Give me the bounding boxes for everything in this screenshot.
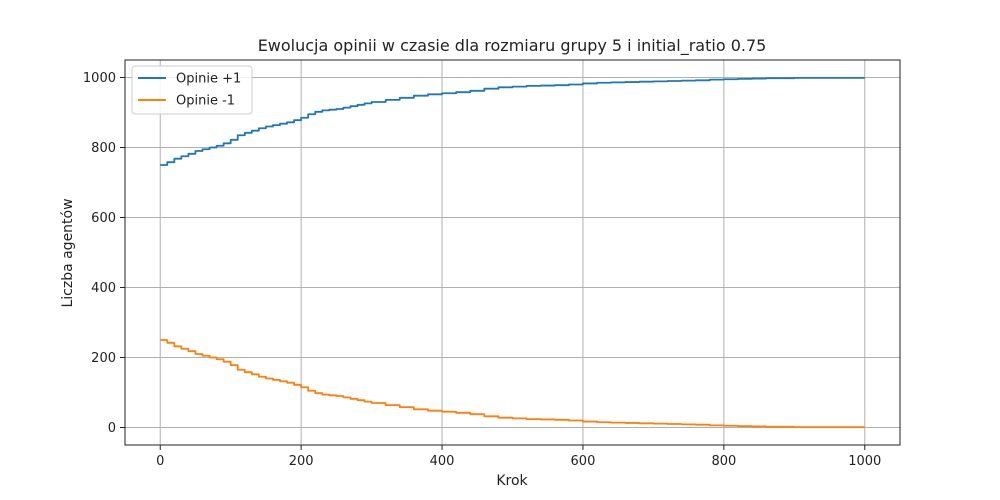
- y-tick-label: 800: [91, 141, 116, 156]
- series-line-opinie-1: [160, 339, 865, 429]
- x-tick-label: 0: [156, 454, 164, 469]
- legend: Opinie +1 Opinie -1: [131, 65, 253, 115]
- x-tick-label: 1000: [848, 454, 881, 469]
- x-axis-title: Krok: [496, 473, 528, 489]
- y-tick-label: 200: [91, 351, 116, 366]
- x-tick-label: 200: [289, 454, 314, 469]
- x-tick-label: 600: [571, 454, 596, 469]
- y-tick-label: 400: [91, 281, 116, 296]
- series-layer: [160, 76, 865, 429]
- series-line-opinie-1: [160, 76, 865, 166]
- chart-title: Ewolucja opinii w czasie dla rozmiaru gr…: [258, 36, 767, 56]
- y-tick-label: 1000: [83, 71, 116, 86]
- legend-label: Opinie +1: [176, 72, 241, 87]
- plot-frame: [124, 59, 901, 446]
- x-tick-label: 400: [430, 454, 455, 469]
- y-tick-label: 0: [108, 421, 116, 436]
- legend-label: Opinie -1: [176, 94, 235, 109]
- y-axis-title: Liczba agentów: [60, 198, 76, 307]
- y-tick-label: 600: [91, 211, 116, 226]
- x-tick-label: 800: [711, 454, 736, 469]
- axis-ticks: 0 200 400 600 800 1000 0 200 400 600 800 1000: [83, 71, 881, 469]
